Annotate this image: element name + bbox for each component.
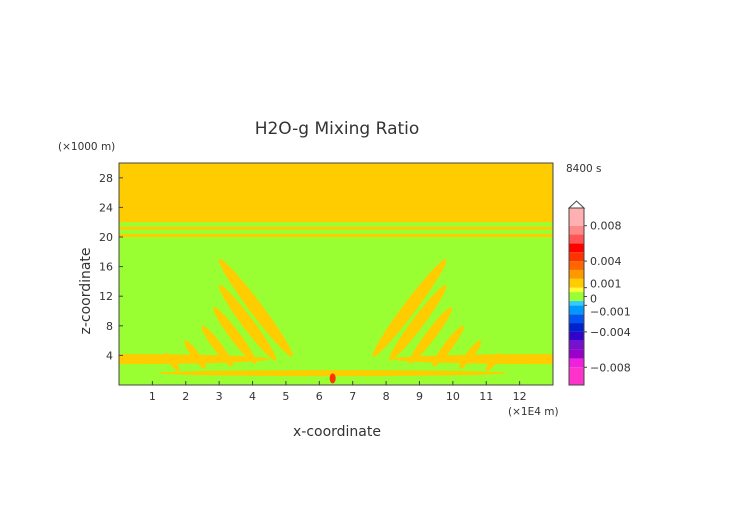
- colorbar-label: 0.004: [590, 255, 622, 268]
- wave-blob: [393, 354, 553, 365]
- colorbar-segment: [569, 358, 584, 368]
- x-tick-label: 11: [479, 390, 493, 403]
- wave-blob: [157, 370, 508, 377]
- colorbar-segment: [569, 292, 584, 301]
- colorbar-segment: [569, 225, 584, 235]
- y-axis-label: z-coordinate: [78, 247, 94, 334]
- colorbar-segment: [569, 252, 584, 262]
- x-tick-label: 7: [349, 390, 356, 403]
- colorbar-segment: [569, 300, 584, 306]
- colorbar: 0.008 0.004 0.001 0−0.001 −0.004 −0.008: [567, 200, 631, 386]
- x-tick-label: 8: [383, 390, 390, 403]
- band: [119, 226, 553, 230]
- wave-blob: [372, 259, 447, 358]
- x-tick-label: 2: [182, 390, 189, 403]
- x-tick-label: 1: [149, 390, 156, 403]
- x-tick-label: 6: [316, 390, 323, 403]
- colorbar-segment: [569, 323, 584, 332]
- colorbar-segment: [569, 314, 584, 324]
- colorbar-segment: [569, 305, 584, 315]
- contour-field: [119, 163, 553, 385]
- x-tick-label: 10: [446, 390, 460, 403]
- colorbar-segment: [569, 340, 584, 350]
- x-tick-label: 12: [513, 390, 527, 403]
- y-tick-label: 16: [99, 261, 113, 274]
- colorbar-segment: [569, 287, 584, 293]
- y-tick-label: 24: [99, 201, 113, 214]
- y-tick-label: 28: [99, 172, 113, 185]
- colorbar-extend-arrow: [567, 200, 586, 209]
- wave-blob: [119, 354, 269, 365]
- x-tick-label: 9: [416, 390, 423, 403]
- y-tick-label: 20: [99, 231, 113, 244]
- x-tick-label: 4: [249, 390, 256, 403]
- y-tick-label: 4: [106, 349, 113, 362]
- colorbar-segment: [569, 208, 584, 226]
- wave-anomaly-group: [119, 259, 553, 377]
- colorbar-label: −0.008: [590, 361, 631, 374]
- y-axis: 4 8 12 16 20 24 28: [99, 172, 123, 362]
- colorbar-segment: [569, 367, 584, 385]
- x-axis: 1 2 3 4 5 6 7 8 9 10 11 12: [149, 381, 527, 403]
- plot-frame: [118, 162, 554, 386]
- y-tick-label: 12: [99, 290, 113, 303]
- y-unit-label: (×1000 m): [58, 141, 115, 153]
- x-axis-label: x-coordinate: [293, 424, 381, 440]
- colorbar-segment: [569, 269, 584, 279]
- colorbar-label: 0.001: [590, 278, 622, 291]
- surface-anomaly: [329, 373, 336, 384]
- colorbar-segment: [569, 234, 584, 244]
- colorbar-segment: [569, 278, 584, 288]
- colorbar-segment: [569, 261, 584, 270]
- colorbar-label: −0.001: [590, 305, 631, 318]
- x-unit-label: (×1E4 m): [508, 406, 559, 418]
- band: [119, 234, 553, 238]
- time-label: 8400 s: [566, 163, 602, 175]
- wave-blob: [389, 284, 447, 361]
- upper-moist-layer: [119, 163, 553, 223]
- colorbar-label: 0: [590, 293, 597, 306]
- chart-title: H2O-g Mixing Ratio: [255, 119, 420, 139]
- wave-blob: [218, 284, 277, 361]
- x-tick-label: 3: [216, 390, 223, 403]
- colorbar-label: −0.004: [590, 326, 631, 339]
- wave-blob: [218, 259, 293, 358]
- colorbar-segment: [569, 349, 584, 359]
- colorbar-label: 0.008: [590, 220, 622, 233]
- x-tick-label: 5: [282, 390, 289, 403]
- wave-blob: [409, 307, 453, 364]
- colorbar-segment: [569, 331, 584, 341]
- horizontal-bands: [119, 226, 553, 238]
- anomaly-core: [329, 373, 336, 384]
- wave-blob: [213, 307, 257, 364]
- y-tick-label: 8: [106, 320, 113, 333]
- colorbar-segment: [569, 243, 584, 253]
